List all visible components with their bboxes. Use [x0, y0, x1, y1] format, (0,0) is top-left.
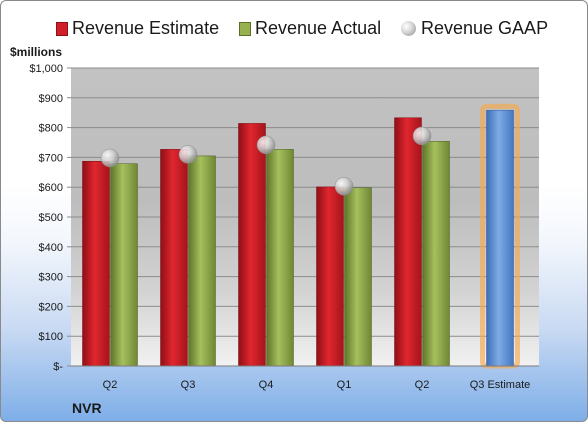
marker-gaap-3: [256, 135, 276, 155]
company-name: NVR: [72, 400, 102, 416]
legend-marker-gaap: [401, 21, 416, 36]
y-tick-label: $100: [39, 331, 63, 343]
y-tick-label: $800: [39, 123, 63, 135]
bar-estimate-3: [238, 123, 266, 367]
legend-swatch-estimate: [56, 22, 68, 36]
x-axis-ticks: Q2 Q3 Q4 Q1 Q2 Q3 Estimate: [71, 365, 539, 391]
y-tick-label: $200: [39, 301, 63, 313]
x-tick-label: Q2: [103, 379, 118, 391]
x-tick-label: Q3 Estimate: [470, 379, 531, 391]
bar-actual-5: [422, 141, 450, 367]
y-tick-label: $300: [39, 272, 63, 284]
y-tick-label: $700: [39, 152, 63, 164]
legend-label-gaap: Revenue GAAP: [421, 18, 549, 38]
legend: Revenue Estimate Revenue Actual Revenue …: [1, 15, 587, 43]
bar-estimate-5: [394, 117, 422, 367]
y-tick-label: $400: [39, 242, 63, 254]
y-tick-label: $1,000: [29, 63, 63, 75]
y-tick-label: $900: [39, 93, 63, 105]
x-tick-label: Q4: [259, 379, 274, 391]
y-axis-unit-label: $millions: [10, 45, 63, 59]
legend-label-estimate: Revenue Estimate: [72, 18, 220, 38]
legend-swatch-actual: [239, 22, 251, 36]
y-tick-label: $-: [53, 361, 63, 373]
marker-gaap-5: [412, 126, 432, 146]
bar-estimate-2: [160, 149, 188, 367]
y-axis-ticks: $- $100 $200 $300 $400 $500 $600 $700 $800 $900 $1…: [29, 63, 71, 373]
x-tick-label: Q3: [181, 379, 196, 391]
marker-gaap-1: [100, 148, 120, 168]
legend-label-actual: Revenue Actual: [255, 18, 382, 38]
marker-gaap-2: [178, 145, 198, 164]
bar-actual-1: [110, 163, 138, 367]
bars: [82, 103, 520, 369]
bar-forecast-estimate: [486, 110, 514, 367]
x-tick-label: Q2: [415, 379, 430, 391]
bar-actual-3: [266, 149, 294, 367]
bar-actual-4: [344, 187, 372, 367]
y-tick-label: $600: [39, 182, 63, 194]
gaap-markers: [100, 126, 432, 196]
marker-gaap-4: [334, 177, 354, 196]
y-tick-label: $500: [39, 212, 63, 224]
x-tick-label: Q1: [337, 379, 352, 391]
bar-actual-2: [188, 155, 216, 367]
bar-estimate-4: [316, 186, 344, 367]
bar-estimate-1: [82, 161, 110, 367]
